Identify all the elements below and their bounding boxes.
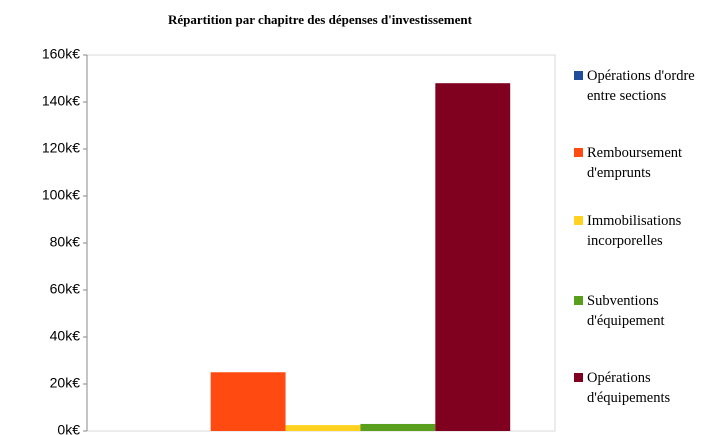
y-tick-label: 60k€ bbox=[50, 281, 81, 297]
legend-swatch bbox=[574, 148, 583, 157]
legend-swatch bbox=[574, 71, 583, 80]
bar bbox=[360, 423, 436, 431]
legend-entry: Subventions d'équipement bbox=[574, 291, 704, 331]
legend-entry: Remboursement d'emprunts bbox=[574, 143, 704, 183]
y-tick-label: 140k€ bbox=[42, 93, 80, 109]
bar bbox=[285, 425, 361, 431]
y-tick-label: 120k€ bbox=[42, 140, 80, 156]
y-tick-label: 160k€ bbox=[42, 46, 80, 62]
bar bbox=[210, 372, 286, 431]
legend-entry: Opérations d'équipements bbox=[574, 368, 704, 408]
y-tick-label: 20k€ bbox=[50, 375, 81, 391]
y-tick-label: 80k€ bbox=[50, 234, 81, 250]
y-tick-label: 100k€ bbox=[42, 187, 80, 203]
legend-swatch bbox=[574, 373, 583, 382]
y-tick-label: 40k€ bbox=[50, 328, 81, 344]
legend-entry: Immobilisations incorporelles bbox=[574, 211, 704, 251]
legend-label: Remboursement d'emprunts bbox=[587, 145, 683, 181]
legend-label: Subventions d'équipement bbox=[587, 293, 665, 329]
legend-swatch bbox=[574, 296, 583, 305]
legend-label: Immobilisations incorporelles bbox=[587, 213, 682, 249]
y-tick-label: 0k€ bbox=[57, 422, 80, 435]
legend-entry: Opérations d'ordre entre sections bbox=[574, 66, 704, 106]
bar bbox=[435, 83, 511, 431]
legend-label: Opérations d'ordre entre sections bbox=[587, 68, 695, 104]
chart-title: Répartition par chapitre des dépenses d'… bbox=[168, 12, 473, 27]
legend-label: Opérations d'équipements bbox=[587, 370, 671, 406]
legend-swatch bbox=[574, 216, 583, 225]
